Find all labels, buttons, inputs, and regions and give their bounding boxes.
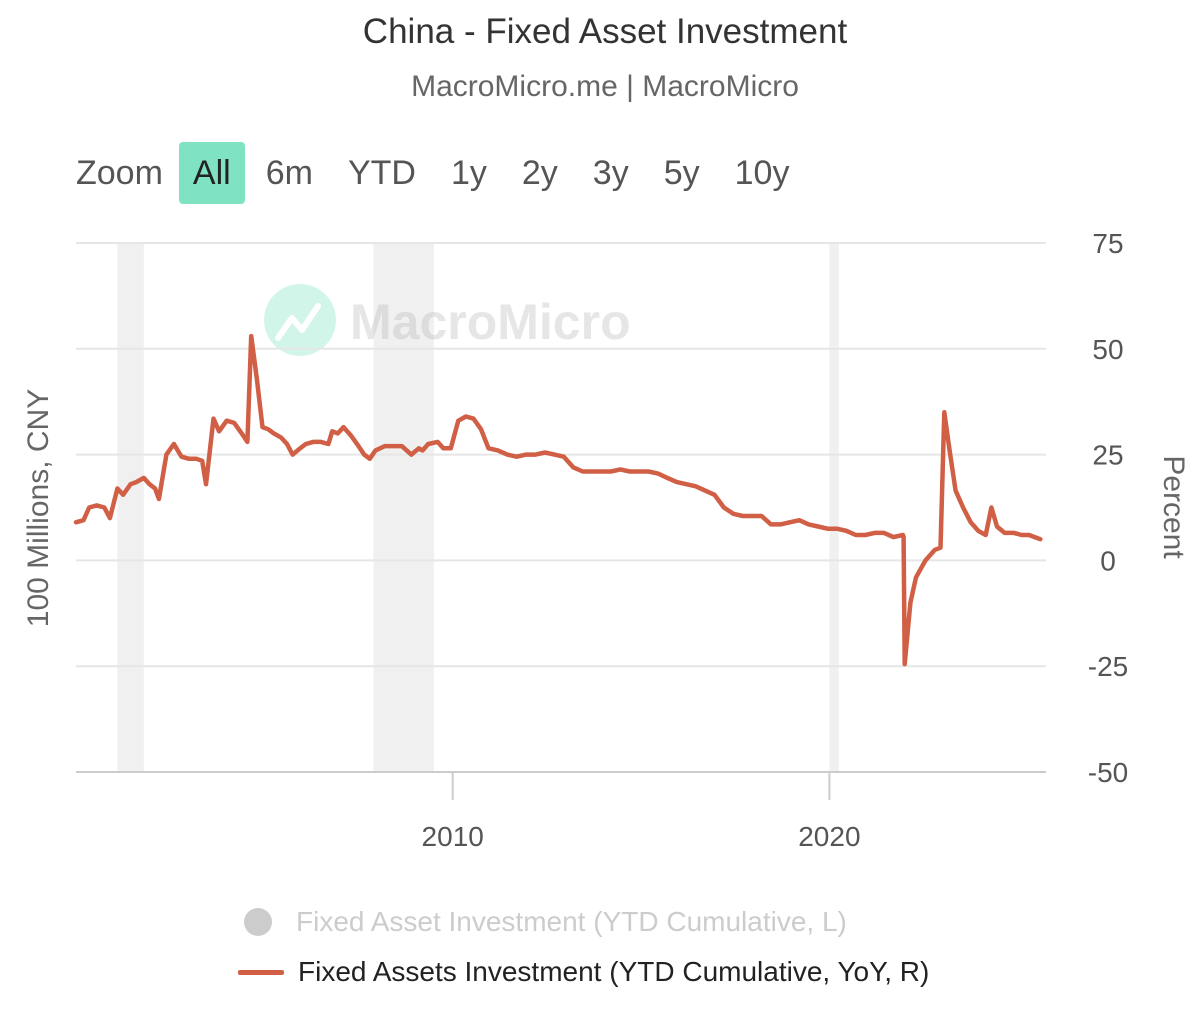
chart-title: China - Fixed Asset Investment xyxy=(362,12,848,51)
y-tick-label: -50 xyxy=(1088,757,1128,788)
zoom-ytd-button[interactable]: YTD xyxy=(347,154,416,192)
watermark-logo-chart-icon xyxy=(275,303,321,341)
y-axis-right-label: Percent xyxy=(1157,455,1190,559)
zoom-1y-button[interactable]: 1y xyxy=(450,154,487,192)
y-axis-left-label: 100 Millions, CNY xyxy=(22,389,55,627)
x-axis: 2010 2020 xyxy=(422,772,861,852)
y-tick-label: 0 xyxy=(1100,545,1116,576)
recession-band xyxy=(373,243,434,772)
y-axis-right-ticks: 75 50 25 0 -25 -50 xyxy=(1088,228,1128,788)
legend-dot-icon xyxy=(244,908,272,936)
x-tick-label: 2020 xyxy=(798,821,860,852)
chart-plot-area[interactable]: MacroMicro 75 50 25 0 -25 -50 2010 2020 100 Mi… xyxy=(0,0,1200,880)
legend-line-icon xyxy=(238,969,284,975)
legend-item-fai-yoy[interactable]: Fixed Assets Investment (YTD Cumulative,… xyxy=(238,956,929,988)
recession-bands xyxy=(117,243,839,772)
legend-item-fai-cumulative[interactable]: Fixed Asset Investment (YTD Cumulative, … xyxy=(238,906,847,938)
watermark: MacroMicro xyxy=(264,284,631,356)
y-tick-label: 25 xyxy=(1092,440,1123,471)
watermark-text: MacroMicro xyxy=(350,294,631,350)
y-tick-label: -25 xyxy=(1088,651,1128,682)
zoom-label: Zoom xyxy=(76,153,163,192)
recession-band xyxy=(117,243,144,772)
legend-label: Fixed Assets Investment (YTD Cumulative,… xyxy=(298,956,930,987)
series-line-fai-yoy[interactable] xyxy=(73,333,1043,667)
zoom-3y-button[interactable]: 3y xyxy=(592,154,629,192)
y-tick-label: 50 xyxy=(1092,334,1123,365)
zoom-10y-button[interactable]: 10y xyxy=(734,154,790,192)
zoom-all-button[interactable]: All xyxy=(178,142,245,204)
chart-subtitle: MacroMicro.me | MacroMicro xyxy=(411,70,799,103)
zoom-5y-button[interactable]: 5y xyxy=(663,154,700,192)
x-tick-label: 2010 xyxy=(422,821,484,852)
watermark-logo-icon xyxy=(264,284,336,356)
zoom-6m-button[interactable]: 6m xyxy=(265,154,313,192)
zoom-bar: Zoom All 6m YTD 1y 2y 3y 5y 10y xyxy=(76,142,810,204)
y-tick-label: 75 xyxy=(1092,228,1123,259)
zoom-2y-button[interactable]: 2y xyxy=(521,154,558,192)
recession-band xyxy=(829,243,839,772)
legend-label: Fixed Asset Investment (YTD Cumulative, … xyxy=(296,906,847,937)
